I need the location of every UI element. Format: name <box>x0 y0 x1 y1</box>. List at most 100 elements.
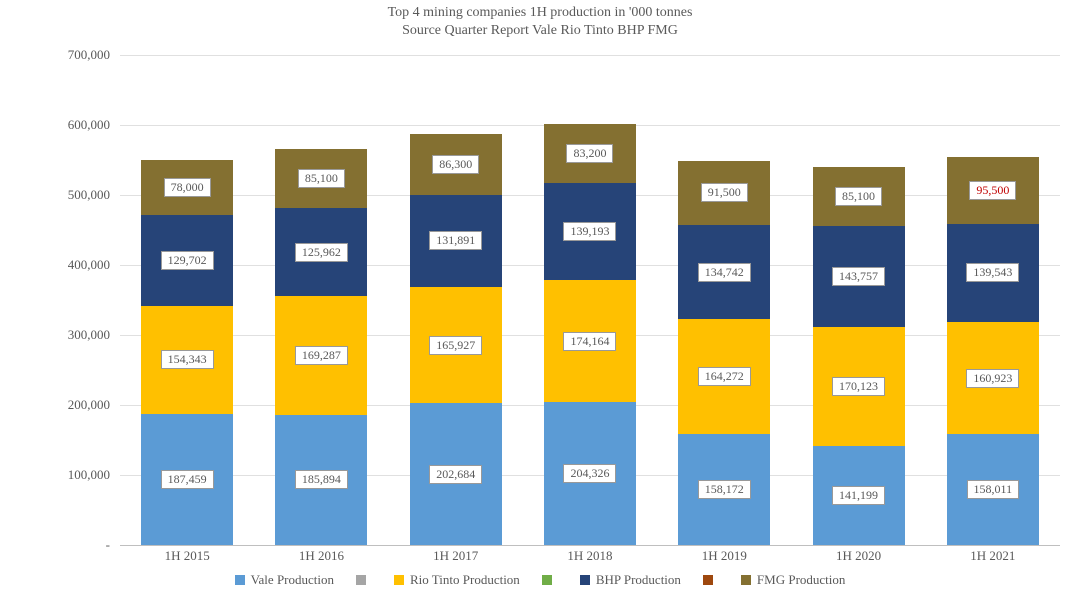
data-label: 165,927 <box>429 336 482 355</box>
data-label: 83,200 <box>566 144 613 163</box>
legend-swatch <box>356 575 366 585</box>
data-label: 154,343 <box>161 350 214 369</box>
data-label: 95,500 <box>969 181 1016 200</box>
bar-column: 202,684 165,927 131,891 86,300 <box>410 134 502 545</box>
title-line-2: Source Quarter Report Vale Rio Tinto BHP… <box>0 22 1080 40</box>
legend-swatch <box>580 575 590 585</box>
legend-swatch <box>542 575 552 585</box>
bar-segment: 143,757 <box>813 226 905 327</box>
data-label: 187,459 <box>161 470 214 489</box>
data-label: 139,193 <box>563 222 616 241</box>
x-axis-labels: 1H 2015 1H 2016 1H 2017 1H 2018 1H 2019 1H 20… <box>120 548 1060 564</box>
data-label: 141,199 <box>832 486 885 505</box>
data-label: 164,272 <box>698 367 751 386</box>
data-label: 158,011 <box>967 480 1020 499</box>
bar-segment: 154,343 <box>141 306 233 414</box>
gridline <box>120 545 1060 546</box>
bar-segment: 139,543 <box>947 224 1039 322</box>
bar-segment: 78,000 <box>141 160 233 215</box>
bar-segment: 131,891 <box>410 195 502 287</box>
y-tick-label: 200,000 <box>68 397 120 413</box>
data-label: 131,891 <box>429 231 482 250</box>
data-label: 139,543 <box>966 263 1019 282</box>
data-label: 91,500 <box>701 183 748 202</box>
data-label: 129,702 <box>161 251 214 270</box>
bar-column: 158,172 164,272 134,742 91,500 <box>678 161 770 545</box>
y-tick-label: 700,000 <box>68 47 120 63</box>
bar-segment: 125,962 <box>275 208 367 296</box>
legend-label: Vale Production <box>251 572 334 588</box>
data-label: 85,100 <box>835 187 882 206</box>
legend-label: FMG Production <box>757 572 845 588</box>
data-label: 78,000 <box>164 178 211 197</box>
data-label: 204,326 <box>563 464 616 483</box>
bar-segment: 164,272 <box>678 319 770 434</box>
bar-segment: 134,742 <box>678 225 770 319</box>
data-label: 158,172 <box>698 480 751 499</box>
x-tick-label: 1H 2015 <box>165 548 210 564</box>
data-label: 170,123 <box>832 377 885 396</box>
bar-column: 158,011 160,923 139,543 95,500 <box>947 157 1039 545</box>
y-tick-label: 100,000 <box>68 467 120 483</box>
bar-column: 185,894 169,287 125,962 85,100 <box>275 149 367 545</box>
bar-segment: 139,193 <box>544 183 636 280</box>
legend-swatch <box>394 575 404 585</box>
bar-column: 187,459 154,343 129,702 78,000 <box>141 160 233 545</box>
bar-segment: 83,200 <box>544 124 636 182</box>
data-label: 169,287 <box>295 346 348 365</box>
bar-segment: 85,100 <box>275 149 367 209</box>
bar-segment: 158,172 <box>678 434 770 545</box>
data-label: 174,164 <box>563 332 616 351</box>
x-tick-label: 1H 2019 <box>702 548 747 564</box>
bar-segment: 170,123 <box>813 327 905 446</box>
bar-segment: 174,164 <box>544 280 636 402</box>
bar-column: 204,326 174,164 139,193 83,200 <box>544 124 636 545</box>
legend-item: BHP Production <box>580 572 681 588</box>
data-label: 134,742 <box>698 263 751 282</box>
x-tick-label: 1H 2018 <box>567 548 612 564</box>
chart-title: Top 4 mining companies 1H production in … <box>0 0 1080 40</box>
bar-segment: 165,927 <box>410 287 502 403</box>
plot-area: -100,000200,000300,000400,000500,000600,… <box>120 55 1060 545</box>
bar-segment: 185,894 <box>275 415 367 545</box>
bar-segment: 160,923 <box>947 322 1039 435</box>
data-label: 85,100 <box>298 169 345 188</box>
bar-segment: 86,300 <box>410 134 502 194</box>
bar-segment: 202,684 <box>410 403 502 545</box>
y-tick-label: 500,000 <box>68 187 120 203</box>
legend-item <box>703 575 719 585</box>
bar-segment: 158,011 <box>947 434 1039 545</box>
legend-item: Rio Tinto Production <box>394 572 520 588</box>
legend-label: BHP Production <box>596 572 681 588</box>
bar-segment: 204,326 <box>544 402 636 545</box>
y-tick-label: - <box>106 537 120 553</box>
legend-label: Rio Tinto Production <box>410 572 520 588</box>
data-label: 125,962 <box>295 243 348 262</box>
data-label: 86,300 <box>432 155 479 174</box>
legend-item <box>542 575 558 585</box>
title-line-1: Top 4 mining companies 1H production in … <box>0 4 1080 22</box>
bar-segment: 85,100 <box>813 167 905 227</box>
legend-swatch <box>235 575 245 585</box>
data-label: 202,684 <box>429 465 482 484</box>
legend-swatch <box>741 575 751 585</box>
bar-segment: 187,459 <box>141 414 233 545</box>
x-tick-label: 1H 2021 <box>970 548 1015 564</box>
bar-segment: 91,500 <box>678 161 770 225</box>
x-tick-label: 1H 2017 <box>433 548 478 564</box>
data-label: 143,757 <box>832 267 885 286</box>
y-tick-label: 400,000 <box>68 257 120 273</box>
y-tick-label: 600,000 <box>68 117 120 133</box>
bars-container: 187,459 154,343 129,702 78,000 185,894 169,28… <box>120 55 1060 545</box>
legend-swatch <box>703 575 713 585</box>
y-tick-label: 300,000 <box>68 327 120 343</box>
bar-column: 141,199 170,123 143,757 85,100 <box>813 167 905 545</box>
bar-segment: 95,500 <box>947 157 1039 224</box>
data-label: 185,894 <box>295 470 348 489</box>
bar-segment: 169,287 <box>275 296 367 415</box>
legend: Vale Production Rio Tinto Production BHP P… <box>0 572 1080 588</box>
data-label: 160,923 <box>966 369 1019 388</box>
x-tick-label: 1H 2016 <box>299 548 344 564</box>
bar-segment: 141,199 <box>813 446 905 545</box>
bar-segment: 129,702 <box>141 215 233 306</box>
